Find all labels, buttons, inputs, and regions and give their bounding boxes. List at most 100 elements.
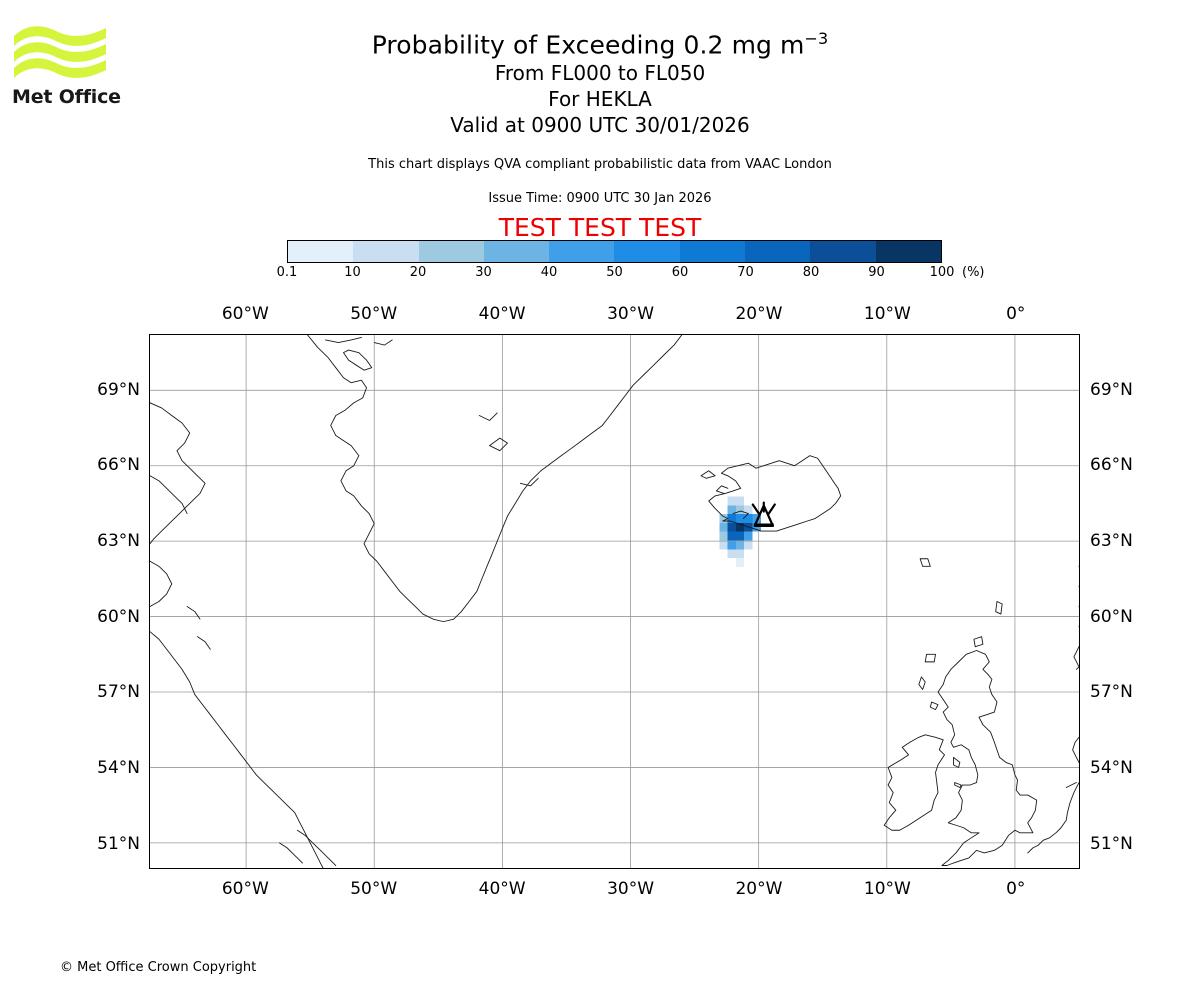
ash-cell [719,540,728,550]
lat-label-right-66°N: 66°N [1090,455,1133,476]
met-office-logo: Met Office [12,22,122,117]
lat-label-right-60°N: 60°N [1090,606,1133,627]
coastline [937,650,1038,866]
coastline [343,349,373,371]
coastline [489,437,508,452]
colorbar-tick-30: 30 [475,265,492,280]
coastline [519,477,539,487]
ash-cell [727,549,736,559]
title-block: Probability of Exceeding 0.2 mg m−3 From… [0,24,1200,138]
ash-cell [744,531,753,541]
colorbar: 0.1 10 20 30 40 50 60 70 80 90 100 [277,240,954,280]
coastline [1073,565,1079,668]
colorbar-gradient [287,240,942,263]
page-title-exponent: −3 [804,29,829,48]
colorbar-tick-0.1: 0.1 [276,265,298,280]
coastline [953,756,961,768]
volcano-line: For HEKLA [548,87,652,112]
colorbar-band-0 [288,241,354,262]
coastline [296,829,337,866]
colorbar-tick-10: 10 [344,265,361,280]
page-title-text: Probability of Exceeding 0.2 mg m [371,30,805,60]
lat-label-left-63°N: 63°N [97,530,140,551]
colorbar-tick-50: 50 [606,265,623,280]
coastline [918,676,926,690]
lat-label-left-57°N: 57°N [97,682,140,703]
lon-label-top-0°: 0° [1006,304,1026,324]
coastline [973,636,984,648]
coastline [196,636,211,650]
colorbar-band-5 [614,241,680,262]
colorbar-unit-label: (%) [962,265,985,280]
lon-label-top-20°W: 20°W [735,304,783,324]
coastline [150,631,324,868]
ash-cell [719,531,728,541]
ash-cell [727,505,736,515]
issue-time: Issue Time: 0900 UTC 30 Jan 2026 [488,191,712,206]
coastline [883,734,945,831]
colorbar-tick-60: 60 [671,265,689,280]
colorbar-tick-80: 80 [802,265,820,280]
lon-label-bottom-20°W: 20°W [735,879,783,899]
coastline [924,653,936,663]
lon-label-bottom-60°W: 60°W [221,879,269,899]
colorbar-tick-100: 100 [929,265,955,280]
colorbar-band-2 [418,241,484,262]
lon-label-top-60°W: 60°W [221,304,269,324]
ash-probability-layer [719,496,761,567]
met-office-waves-icon [14,26,106,78]
coastline [715,485,729,494]
ash-cell [727,522,736,532]
coastline [478,412,498,421]
page-title: Probability of Exceeding 0.2 mg m−3 [0,24,1200,60]
graticule-layer [150,335,1079,868]
coastline [732,510,749,519]
coastline [150,402,206,545]
coastline-layer [150,335,1079,868]
ash-cell [735,522,745,532]
volcano-icon [751,501,776,527]
coastline [307,335,683,623]
coastline [373,339,393,346]
colorbar-band-3 [483,241,550,262]
colorbar-band-7 [745,241,811,262]
lon-label-top-30°W: 30°W [607,304,655,324]
lon-label-bottom-30°W: 30°W [607,879,655,899]
volcano-base [753,523,774,527]
coastline [1075,666,1079,670]
ash-cell [744,505,753,515]
colorbar-band-9 [875,241,941,262]
ash-cell [744,514,753,523]
ash-cell [735,549,745,559]
coastline [995,601,1003,615]
colorbar-tick-20: 20 [409,265,427,280]
ash-cell [727,496,736,506]
ash-cell [735,558,745,567]
map-canvas [150,335,1079,868]
colorbar-band-8 [810,241,876,262]
lon-label-bottom-50°W: 50°W [350,879,398,899]
ash-cell [719,514,728,523]
coastline [150,475,188,514]
lat-label-left-51°N: 51°N [97,833,140,854]
map-panel[interactable] [149,334,1080,869]
coastline [278,842,303,864]
flight-level-line: From FL000 to FL050 [494,61,706,86]
lat-label-right-51°N: 51°N [1090,833,1133,854]
coastline [1065,782,1077,788]
coastline [954,782,962,788]
colorbar-tick-70: 70 [737,265,754,280]
coastline [700,470,716,479]
valid-time-line: Valid at 0900 UTC 30/01/2026 [450,113,750,138]
colorbar-tick-90: 90 [868,265,885,280]
copyright-footer: © Met Office Crown Copyright [60,960,257,975]
colorbar-ticks: 0.1 10 20 30 40 50 60 70 80 90 100 [277,265,955,283]
coastline [325,337,362,344]
lat-label-left-54°N: 54°N [97,758,140,779]
coastline [929,701,939,711]
lat-label-left-69°N: 69°N [97,379,140,400]
colorbar-band-1 [353,241,419,262]
chart-note: This chart displays QVA compliant probab… [368,157,832,172]
lat-label-left-66°N: 66°N [97,455,140,476]
